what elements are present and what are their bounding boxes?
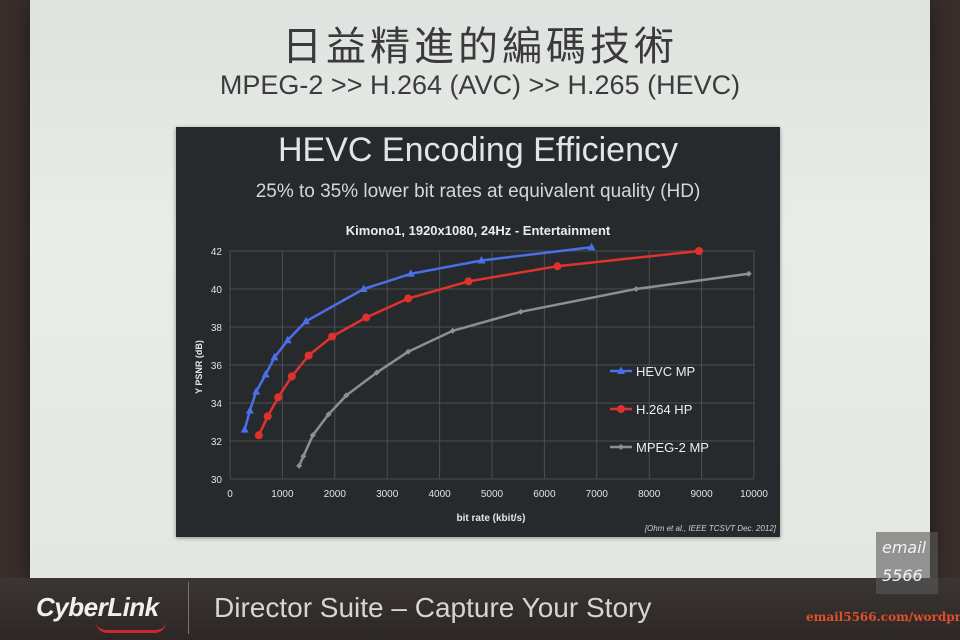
h-264-hp-point — [553, 262, 562, 271]
h-264-hp-point — [362, 313, 371, 322]
x-tick-label: 6000 — [533, 489, 556, 500]
h-264-hp-point — [464, 277, 473, 286]
hevc-mp-line — [243, 245, 592, 430]
panel-subheading: 25% to 35% lower bit rates at equivalent… — [256, 181, 701, 202]
legend-h-264-hp-label: H.264 HP — [636, 402, 692, 417]
h-264-hp-point — [274, 393, 283, 402]
mpeg-2-mp-point — [343, 392, 350, 399]
hevc-mp-point — [301, 316, 310, 325]
hevc-mp-point — [587, 242, 596, 251]
h-264-hp-point — [404, 294, 413, 303]
x-tick-label: 9000 — [690, 489, 713, 500]
mpeg-2-mp-point — [745, 270, 752, 277]
h-264-hp-point — [694, 247, 703, 255]
y-tick-label: 32 — [211, 437, 223, 448]
chart-panel: HEVC Encoding Efficiency 25% to 35% lowe… — [176, 127, 780, 537]
h-264-hp-line — [257, 249, 700, 436]
h-264-hp-point — [254, 431, 263, 440]
mpeg-2-mp-point — [405, 348, 412, 355]
mpeg-2-mp-point — [309, 432, 316, 439]
mpeg-2-mp-point — [325, 411, 332, 418]
footer-tagline: Director Suite – Capture Your Story — [214, 592, 652, 623]
hevc-mp-point — [240, 425, 249, 433]
slide-subtitle: MPEG-2 >> H.264 (AVC) >> H.265 (HEVC) — [219, 70, 741, 100]
chart-svg: HEVC Encoding Efficiency 25% to 35% lowe… — [194, 131, 777, 533]
y-tick-label: 42 — [211, 247, 223, 258]
hevc-mp-point — [477, 256, 486, 264]
x-tick-label: 7000 — [586, 489, 609, 500]
x-tick-label: 1000 — [271, 489, 294, 500]
h-264-hp-point — [263, 412, 272, 421]
slide-title: 日益精進的編碼技術 — [282, 24, 678, 70]
legend-mpeg-2-mp-label: MPEG-2 MP — [636, 440, 709, 455]
h-264-hp-point — [287, 372, 296, 381]
mpeg-2-mp-point — [449, 327, 456, 334]
mpeg-2-mp-point — [296, 462, 303, 469]
x-tick-label: 0 — [227, 489, 233, 500]
hevc-mp-point — [252, 387, 261, 395]
panel-heading: HEVC Encoding Efficiency — [278, 131, 678, 169]
mpeg-2-mp-point — [300, 453, 307, 460]
hevc-mp-point — [283, 335, 292, 344]
y-tick-label: 38 — [211, 323, 223, 334]
h-264-hp-point — [304, 351, 313, 360]
y-tick-label: 36 — [211, 361, 223, 372]
legend-mpeg-2-mp-marker — [618, 444, 624, 450]
h-264-hp-point — [328, 332, 337, 341]
mpeg-2-mp-point — [373, 369, 380, 376]
mpeg-2-mp-point — [517, 308, 524, 315]
series-layer — [240, 242, 752, 469]
x-tick-label: 5000 — [481, 489, 504, 500]
y-tick-label: 34 — [211, 399, 223, 410]
y-tick-label: 40 — [211, 285, 223, 296]
watermark-line2: 5566 — [882, 566, 923, 585]
hevc-mp-point — [261, 370, 270, 378]
citation: [Ohm et al., IEEE TCSVT Dec. 2012] — [644, 524, 777, 533]
y-axis-label: Y PSNR (dB) — [194, 340, 204, 394]
axis-layer: 0 1000 2000 3000 4000 5000 6000 7000 8000 9000 100… — [211, 247, 768, 500]
legend: HEVC MP H.264 HP MPEG-2 MP — [610, 364, 709, 455]
footer-divider — [188, 582, 189, 634]
y-tick-label: 30 — [211, 475, 223, 486]
x-tick-label: 2000 — [324, 489, 347, 500]
hevc-mp-point — [270, 352, 279, 361]
legend-h-264-hp-marker — [617, 405, 625, 413]
watermark-line1: email — [882, 538, 927, 557]
watermark-url: email5566.com/wordpress — [806, 610, 960, 624]
mpeg-2-mp-point — [633, 286, 640, 292]
hevc-mp-point — [245, 406, 254, 414]
x-tick-label: 4000 — [428, 489, 451, 500]
cyberlink-logo: CyberLink — [36, 592, 159, 622]
grid-layer — [229, 250, 755, 480]
legend-hevc-mp-marker — [617, 366, 625, 374]
x-tick-label: 10000 — [740, 489, 768, 500]
hevc-mp-point — [406, 269, 415, 277]
watermark-box — [876, 532, 938, 594]
x-tick-label: 8000 — [638, 489, 661, 500]
legend-hevc-mp-label: HEVC MP — [636, 364, 695, 379]
chart-title: Kimono1, 1920x1080, 24Hz - Entertainment — [346, 223, 611, 238]
x-tick-label: 3000 — [376, 489, 399, 500]
x-axis-label: bit rate (kbit/s) — [457, 513, 526, 524]
logo-swoosh-icon — [96, 622, 166, 633]
hevc-mp-point — [359, 284, 368, 292]
